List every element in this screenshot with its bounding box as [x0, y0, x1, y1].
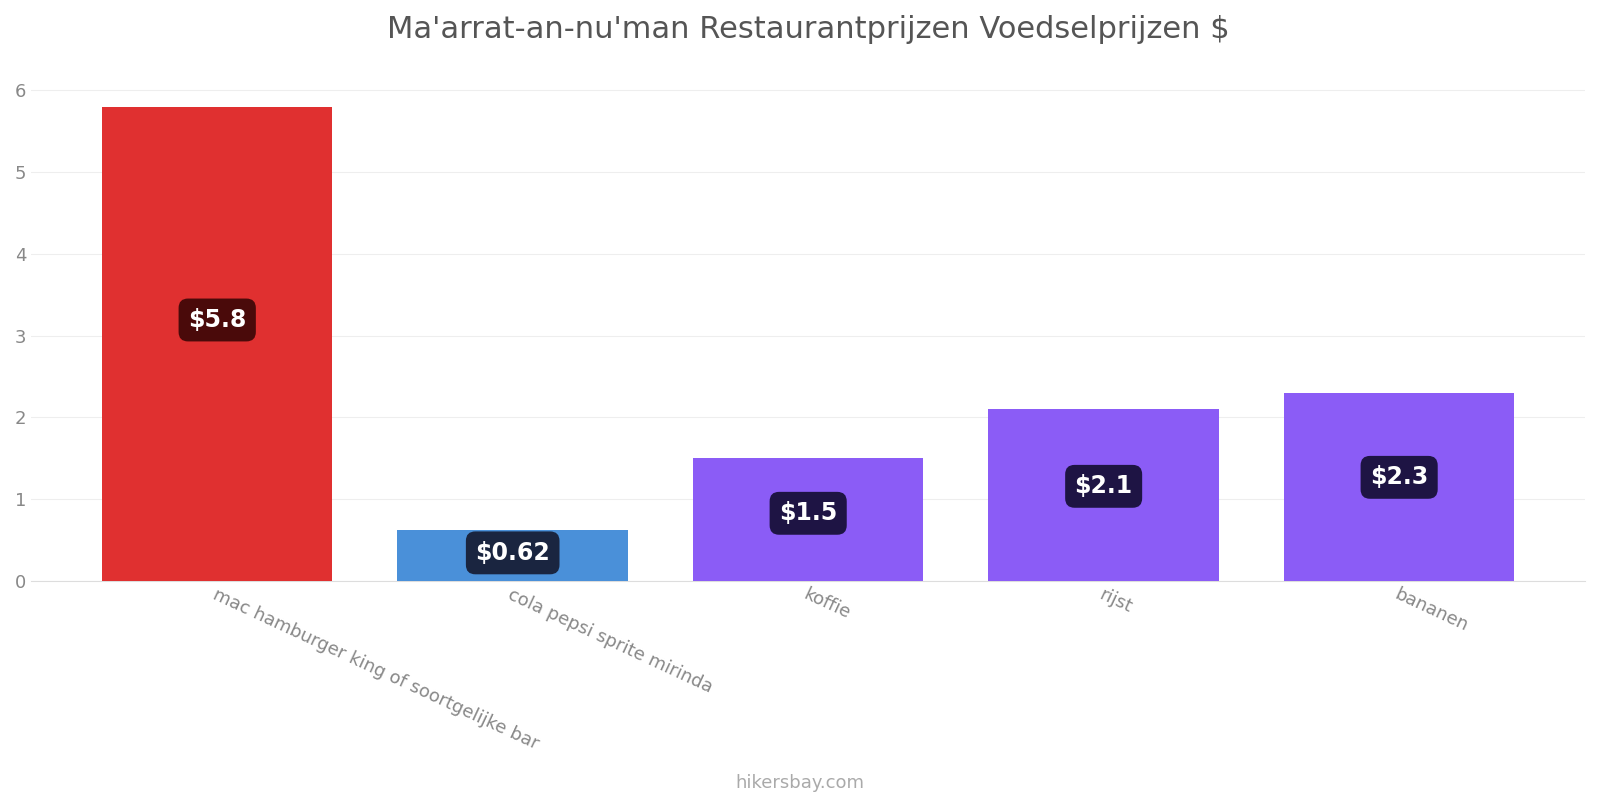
Bar	[397, 530, 627, 581]
Bar	[1283, 393, 1514, 581]
Text: $2.3: $2.3	[1370, 466, 1429, 490]
Text: $2.1: $2.1	[1075, 474, 1133, 498]
Bar	[989, 409, 1219, 581]
Bar	[102, 106, 333, 581]
Bar	[693, 458, 923, 581]
Text: hikersbay.com: hikersbay.com	[736, 774, 864, 792]
Title: Ma'arrat-an-nu'man Restaurantprijzen Voedselprijzen $: Ma'arrat-an-nu'man Restaurantprijzen Voe…	[387, 15, 1229, 44]
Text: $5.8: $5.8	[189, 308, 246, 332]
Text: $0.62: $0.62	[475, 541, 550, 565]
Text: $1.5: $1.5	[779, 502, 837, 526]
